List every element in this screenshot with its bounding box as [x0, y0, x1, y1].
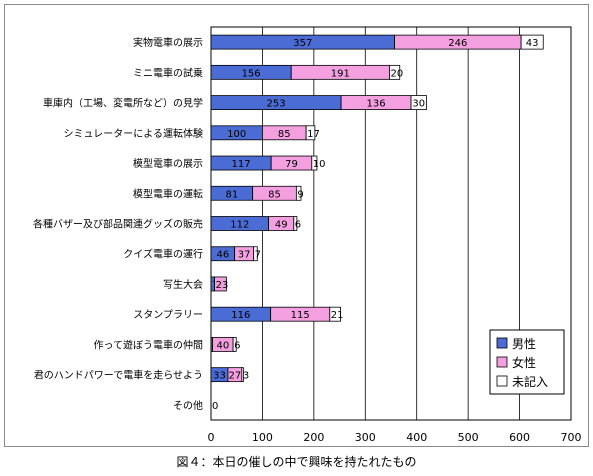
data-label: 40	[216, 340, 229, 351]
category-label: その他	[173, 399, 203, 412]
category-label: 車庫内（工場、変電所など）の見学	[43, 97, 203, 110]
bar-segment	[253, 246, 258, 262]
legend-label: 男性	[512, 337, 536, 351]
legend-swatch	[496, 337, 508, 349]
category-label: シミュレーターによる運転体験	[64, 127, 204, 140]
data-label: 21	[331, 310, 344, 321]
data-label: 117	[232, 159, 251, 170]
data-label: 3	[243, 371, 249, 382]
data-label: 85	[278, 129, 291, 140]
category-label: 作って遊ぼう電車の仲間	[94, 338, 204, 351]
bar-segment	[329, 306, 341, 322]
category-label: 実物電車の展示	[133, 36, 203, 49]
bar-segment	[520, 34, 544, 50]
bar-segment	[295, 185, 302, 201]
x-tick-label: 400	[406, 431, 427, 444]
x-tick-label: 600	[509, 431, 530, 444]
data-label: 191	[331, 68, 350, 79]
data-label: 10	[313, 159, 326, 170]
x-tick-label: 0	[208, 431, 215, 444]
category-label: 各種バザー及び部品関連グッズの販売	[33, 218, 203, 231]
data-label: 116	[231, 310, 250, 321]
x-tick-label: 700	[561, 431, 582, 444]
legend-swatch	[496, 356, 508, 368]
legend-label: 未記入	[512, 374, 548, 389]
data-label: 81	[225, 189, 238, 200]
category-label: 模型電車の運転	[133, 187, 203, 200]
bar-segment	[305, 125, 316, 141]
legend-label: 女性	[512, 355, 536, 370]
bar-segment	[214, 276, 227, 292]
category-label: ミニ電車の試乗	[133, 66, 203, 79]
category-label: 写生大会	[163, 278, 203, 291]
data-label: 37	[238, 250, 251, 261]
category-label: クイズ電車の運行	[123, 248, 203, 261]
data-label: 6	[295, 220, 301, 231]
data-label: 79	[285, 159, 298, 170]
bar-segment	[389, 64, 401, 80]
figure-frame	[4, 4, 589, 447]
data-label: 0	[212, 401, 218, 412]
data-label: 246	[448, 38, 467, 49]
category-label: スタンプラリー	[133, 309, 203, 321]
data-label: 9	[297, 189, 303, 200]
data-label: 30	[412, 99, 425, 110]
bar-segment	[293, 216, 298, 231]
data-label: 33	[213, 371, 226, 382]
data-label: 6	[234, 340, 240, 351]
data-label: 115	[291, 310, 310, 321]
data-label: 357	[293, 38, 312, 49]
data-label: 20	[390, 68, 403, 79]
data-label: 43	[526, 38, 539, 49]
data-label: 17	[307, 129, 320, 140]
x-tick-label: 200	[303, 431, 324, 444]
legend-swatch	[496, 375, 508, 387]
bar-segment	[241, 367, 244, 383]
data-label: 46	[216, 250, 229, 261]
data-label: 7	[255, 250, 261, 261]
x-tick-label: 300	[355, 431, 376, 444]
data-label: 156	[242, 68, 261, 79]
figure-caption: 図４：本日の催しの中で興味を持たれたもの	[176, 455, 417, 469]
data-label: 253	[267, 99, 286, 110]
data-label: 23	[216, 280, 229, 291]
category-label: 模型電車の展示	[133, 157, 203, 170]
data-label: 27	[229, 371, 242, 382]
data-label: 100	[227, 129, 246, 140]
data-label: 136	[367, 99, 386, 110]
data-label: 85	[268, 189, 281, 200]
data-label: 112	[230, 220, 249, 231]
bar-segment	[311, 155, 318, 171]
data-label: 49	[275, 220, 288, 231]
x-tick-label: 100	[252, 431, 273, 444]
x-tick-label: 500	[458, 431, 479, 444]
category-label: 君のハンドパワーで電車を走らせよう	[34, 369, 203, 382]
bar-segment	[410, 95, 427, 110]
bar-segment	[232, 337, 237, 352]
